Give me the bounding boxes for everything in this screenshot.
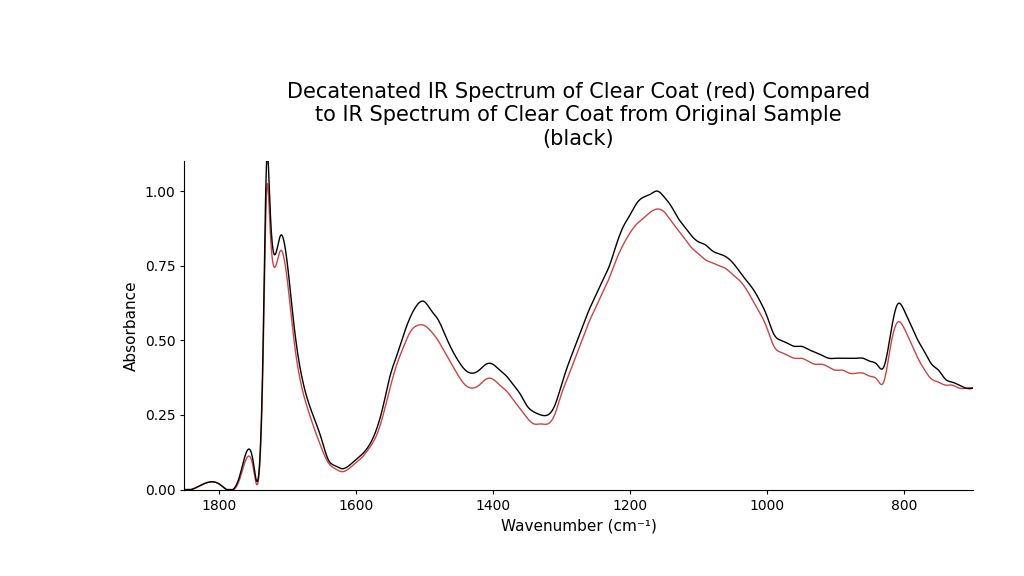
Y-axis label: Absorbance: Absorbance	[124, 280, 139, 371]
Title: Decatenated IR Spectrum of Clear Coat (red) Compared
to IR Spectrum of Clear Coa: Decatenated IR Spectrum of Clear Coat (r…	[287, 82, 870, 149]
X-axis label: Wavenumber (cm⁻¹): Wavenumber (cm⁻¹)	[501, 518, 656, 533]
